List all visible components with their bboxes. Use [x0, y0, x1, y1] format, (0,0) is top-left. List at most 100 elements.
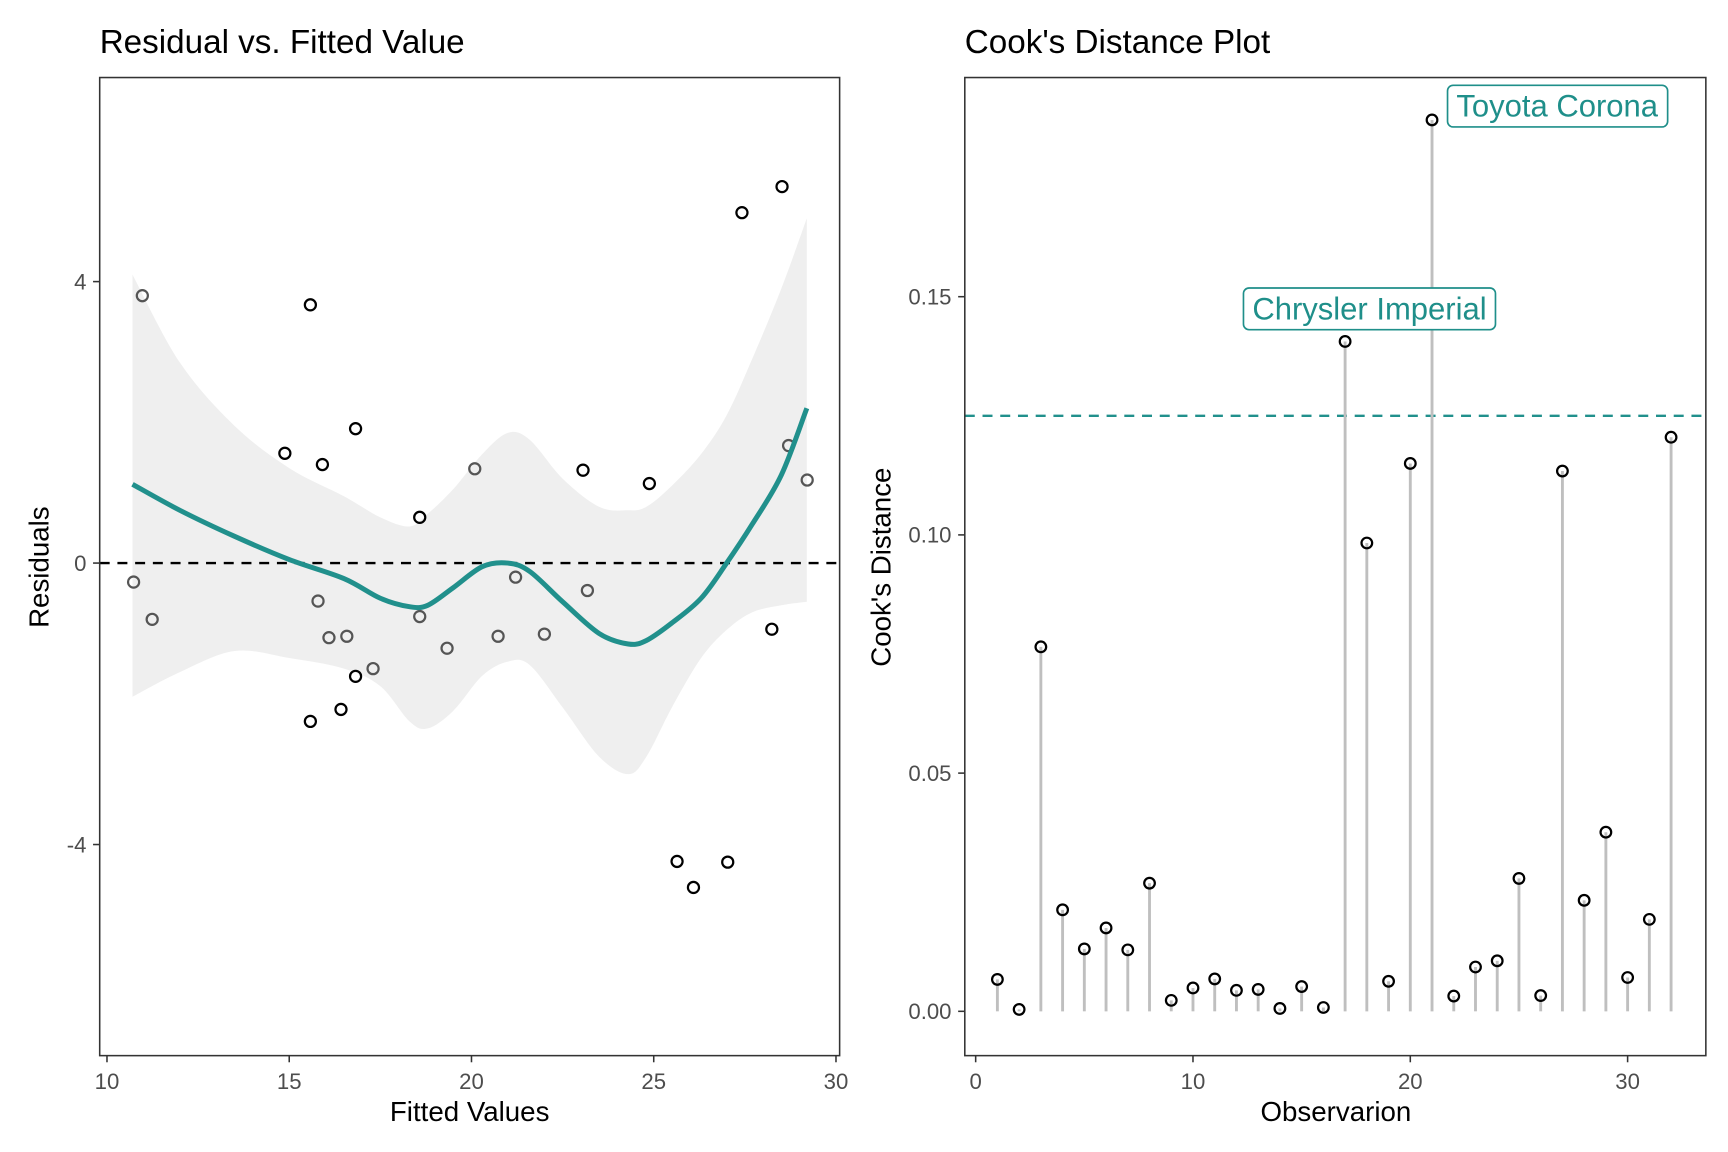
loess-smooth-line — [131, 407, 810, 647]
residual-x-axis-title: Fitted Values — [390, 1096, 550, 1127]
cooks-point — [1534, 989, 1548, 1003]
cooks-point — [990, 972, 1004, 986]
cooks-y-axis: 0.00 0.05 0.10 0.15 — [908, 284, 965, 1024]
cooks-distance-title: Cook's Distance Plot — [965, 24, 1270, 61]
cooks-point — [1512, 871, 1526, 885]
cooks-point — [1577, 893, 1591, 907]
residual-point — [491, 629, 505, 643]
residual-point — [322, 631, 336, 645]
x-tick-label: 25 — [641, 1069, 666, 1094]
cooks-point — [1360, 536, 1374, 550]
x-tick-label: 10 — [95, 1069, 120, 1094]
residual-point — [508, 570, 523, 584]
outlier-label-box — [1446, 84, 1669, 128]
cooks-point — [1251, 982, 1265, 996]
cooks-point — [1664, 430, 1678, 444]
cooks-point — [1599, 825, 1613, 839]
residual-point — [440, 641, 454, 655]
cooks-point — [1273, 1002, 1287, 1015]
outlier-label: Toyota Corona — [1446, 84, 1669, 128]
cooks-point — [1382, 974, 1395, 988]
outlier-label-text: Toyota Corona — [1456, 89, 1658, 124]
y-tick-label: -4 — [67, 832, 87, 857]
residual-point — [642, 476, 657, 491]
cooks-point — [1642, 912, 1656, 926]
residual-plot-border — [98, 76, 841, 1057]
residual-point — [145, 612, 159, 627]
cooks-point — [1338, 335, 1352, 348]
residual-x-axis: 10 15 20 25 30 — [95, 1055, 849, 1094]
residual-point — [348, 669, 363, 684]
x-tick-label: 10 — [1181, 1069, 1206, 1094]
cooks-point — [1012, 1002, 1026, 1016]
cooks-point — [1425, 113, 1439, 127]
cooks-point — [1056, 903, 1070, 917]
x-tick-label: 20 — [1398, 1069, 1423, 1094]
residual-plot-area — [99, 179, 840, 895]
residual-point — [775, 179, 789, 194]
cooks-point — [1555, 464, 1569, 478]
residual-point — [334, 702, 348, 717]
confidence-band — [132, 218, 807, 775]
residual-plot-title: Residual vs. Fitted Value — [100, 24, 465, 61]
cooks-y-axis-title: Cook's Distance — [866, 468, 897, 667]
cooks-point — [1469, 960, 1482, 974]
residual-point — [413, 510, 427, 524]
residual-point — [315, 457, 330, 472]
x-tick-label: 15 — [277, 1069, 302, 1094]
y-tick-label: 4 — [74, 269, 86, 294]
cooks-point — [1034, 640, 1048, 654]
cooks-x-axis: 0 10 20 30 — [970, 1055, 1640, 1094]
x-tick-label: 0 — [970, 1069, 982, 1094]
cooks-distance-border — [964, 76, 1707, 1057]
x-tick-label: 30 — [824, 1069, 849, 1094]
cooks-point — [1099, 921, 1113, 935]
residual-point — [303, 298, 318, 312]
cooks-point — [1403, 457, 1417, 470]
residual-point — [686, 880, 701, 895]
residual-plot-panel: Residual vs. Fitted Value 10 15 20 25 30 4 0 -… — [24, 24, 849, 1127]
cooks-point — [1164, 993, 1178, 1007]
cooks-point — [1316, 1001, 1330, 1014]
residual-point — [126, 575, 141, 589]
residual-point — [580, 583, 595, 598]
outlier-label: Chrysler Imperial — [1242, 287, 1497, 331]
residual-point — [278, 446, 292, 460]
cooks-x-axis-title: Observarion — [1260, 1096, 1411, 1127]
residual-point — [721, 855, 735, 869]
residual-point — [537, 627, 552, 641]
x-tick-label: 20 — [459, 1069, 484, 1094]
residual-point — [135, 289, 149, 303]
residual-point — [348, 422, 363, 436]
residual-point — [366, 661, 380, 676]
outlier-label-text: Chrysler Imperial — [1252, 291, 1486, 326]
cooks-point — [1208, 972, 1222, 986]
residual-y-axis: 4 0 -4 — [67, 269, 100, 857]
y-tick-label: 0.00 — [908, 999, 951, 1024]
outlier-label-box — [1242, 287, 1497, 331]
residual-point — [735, 205, 749, 220]
cooks-point — [1295, 980, 1309, 993]
cooks-point — [1490, 954, 1504, 968]
cooks-point — [1186, 981, 1200, 995]
cooks-point — [1121, 943, 1135, 957]
y-tick-label: 0.10 — [908, 523, 951, 548]
residual-point — [413, 609, 427, 624]
y-tick-label: 0.15 — [908, 284, 951, 309]
y-tick-label: 0 — [74, 551, 86, 576]
x-tick-label: 30 — [1615, 1069, 1640, 1094]
cooks-distance-panel: Cook's Distance Plot Chrysler Imperial To… — [866, 24, 1707, 1127]
residual-point — [800, 473, 814, 487]
residual-point — [468, 462, 482, 476]
residual-point — [670, 854, 684, 869]
residual-point — [576, 463, 590, 477]
cooks-distance-plot-area: Chrysler Imperial Toyota Corona — [964, 84, 1706, 1016]
residual-point — [311, 594, 325, 608]
residual-point — [765, 622, 779, 636]
y-tick-label: 0.05 — [908, 761, 951, 786]
cooks-point — [1230, 983, 1243, 997]
residual-y-axis-title: Residuals — [24, 506, 55, 628]
cooks-point — [1621, 971, 1635, 984]
residual-point — [340, 629, 354, 643]
